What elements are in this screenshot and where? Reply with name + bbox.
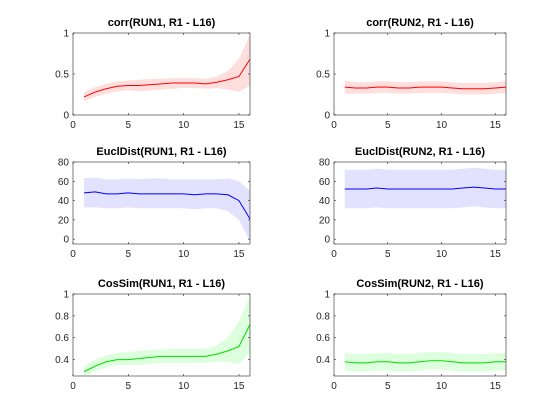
- subplot-title: corr(RUN2, R1 - L16): [366, 17, 474, 29]
- x-tick-label: 15: [490, 120, 502, 131]
- confidence-band: [344, 351, 506, 372]
- subplot-3: 0 5 10 15 0 20 40 60 80 EuclDist(RUN1, R1 - L16): [58, 146, 251, 260]
- axes-box: [72, 161, 251, 245]
- x-tick-label: 15: [490, 249, 502, 260]
- subplot-2: 0 5 10 15 0 0.5 1 corr(RUN2, R1 - L16): [316, 17, 507, 131]
- x-tick-label: 5: [126, 120, 132, 131]
- subplot-title: CosSim(RUN2, R1 - L16): [356, 278, 483, 290]
- y-tick-label: 0: [63, 111, 69, 122]
- x-tick-label: 5: [385, 120, 391, 131]
- x-tick-label: 10: [436, 120, 448, 131]
- axes-box: [333, 32, 507, 116]
- x-tick-label: 5: [126, 381, 132, 392]
- x-tick-label: 15: [233, 381, 245, 392]
- y-tick-label: 1: [324, 290, 330, 301]
- y-tick-label: 0: [324, 235, 330, 246]
- y-tick-label: 0.4: [316, 355, 330, 366]
- y-tick-label: 0.6: [316, 333, 330, 344]
- mean-line: [83, 324, 250, 373]
- y-tick-label: 1: [63, 290, 69, 301]
- confidence-band: [84, 296, 250, 376]
- y-tick-label: 0.5: [316, 70, 330, 81]
- y-tick-label: 0.8: [55, 311, 69, 322]
- axes-box: [72, 293, 251, 377]
- x-tick-label: 0: [331, 381, 337, 392]
- confidence-band: [84, 34, 250, 102]
- mean-line: [344, 86, 506, 90]
- y-tick-label: 1: [324, 29, 330, 40]
- subplot-title: corr(RUN1, R1 - L16): [108, 17, 216, 29]
- x-tick-label: 10: [178, 381, 190, 392]
- y-tick-label: 40: [319, 196, 331, 207]
- x-tick-label: 0: [70, 249, 76, 260]
- x-tick-label: 10: [178, 120, 190, 131]
- subplot-6: 0 5 10 15 0.4 0.6 0.8 1 CosSim(RUN2, R1 - L16): [316, 278, 507, 392]
- y-tick-label: 60: [58, 177, 70, 188]
- x-tick-label: 10: [178, 249, 190, 260]
- y-tick-label: 0.8: [316, 311, 330, 322]
- subplot-title: EuclDist(RUN1, R1 - L16): [96, 146, 227, 158]
- x-tick-label: 0: [331, 120, 337, 131]
- y-tick-label: 20: [319, 215, 331, 226]
- x-tick-label: 5: [126, 249, 132, 260]
- y-tick-label: 60: [319, 177, 331, 188]
- subplot-1: 0 5 10 15 0 0.5 1 corr(RUN1, R1 - L16): [55, 17, 251, 131]
- x-tick-label: 10: [436, 381, 448, 392]
- axes-box: [333, 161, 507, 245]
- y-tick-label: 1: [63, 29, 69, 40]
- y-tick-label: 40: [58, 196, 70, 207]
- mean-line: [344, 360, 506, 364]
- x-tick-label: 0: [331, 249, 337, 260]
- mean-line: [83, 58, 250, 98]
- confidence-band: [344, 167, 506, 209]
- y-tick-label: 0: [63, 235, 69, 246]
- x-tick-label: 15: [490, 381, 502, 392]
- y-tick-label: 0.4: [55, 355, 69, 366]
- subplot-5: 0 5 10 15 0.4 0.6 0.8 1 CosSim(RUN1, R1 - L16): [55, 278, 251, 392]
- axes-box: [333, 293, 507, 377]
- mean-line: [84, 191, 250, 220]
- y-tick-label: 0.6: [55, 333, 69, 344]
- y-tick-label: 0.5: [55, 70, 69, 81]
- subplot-title: CosSim(RUN1, R1 - L16): [98, 278, 225, 290]
- x-tick-label: 0: [70, 381, 76, 392]
- x-tick-label: 0: [70, 120, 76, 131]
- x-tick-label: 15: [233, 249, 245, 260]
- subplot-4: 0 5 10 15 0 20 40 60 80 EuclDist(RUN2, R1 - L16): [319, 146, 507, 260]
- x-tick-label: 5: [385, 381, 391, 392]
- y-tick-label: 80: [58, 158, 70, 169]
- y-tick-label: 80: [319, 158, 331, 169]
- y-tick-label: 20: [58, 215, 70, 226]
- x-tick-label: 5: [385, 249, 391, 260]
- y-tick-label: 0: [324, 111, 330, 122]
- x-tick-label: 15: [233, 120, 245, 131]
- confidence-band: [84, 177, 250, 242]
- subplot-title: EuclDist(RUN2, R1 - L16): [355, 146, 486, 158]
- mean-line: [344, 186, 506, 190]
- x-tick-label: 10: [436, 249, 448, 260]
